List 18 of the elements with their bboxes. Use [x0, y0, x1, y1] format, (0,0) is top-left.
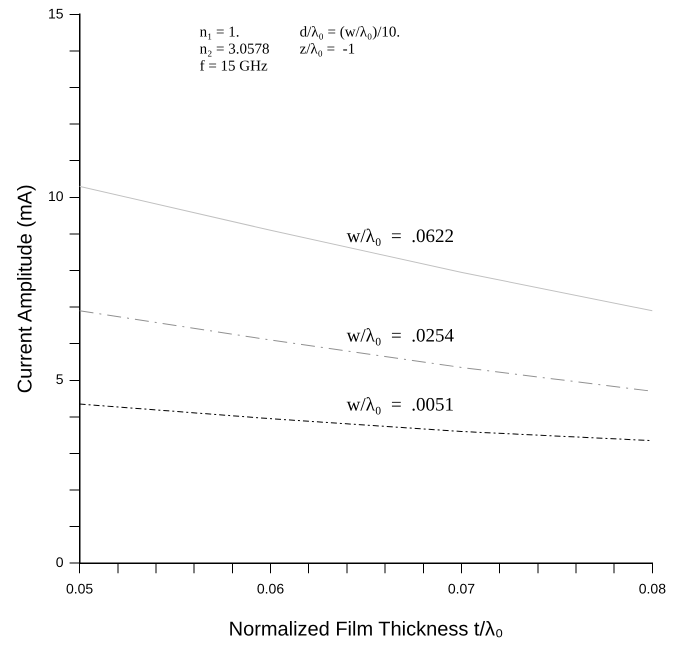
annotation: z/λ₀ = -1: [300, 41, 356, 58]
y-axis-title: Current Amplitude (mA): [14, 184, 37, 394]
annotation: n₂ = 3.0578: [200, 41, 270, 58]
y-tick-label: 10: [48, 188, 64, 204]
annotation: f = 15 GHz: [200, 58, 268, 74]
series-label: w/λ₀ = .0622: [346, 226, 454, 247]
x-tick-label: 0.05: [66, 580, 94, 596]
x-axis-title: Normalized Film Thickness t/λ₀: [228, 618, 504, 641]
series-label: w/λ₀ = .0051: [346, 394, 454, 416]
annotation: n₁ = 1.: [200, 24, 240, 40]
y-tick-label: 15: [48, 5, 64, 22]
y-tick-label: 0: [56, 554, 64, 570]
y-tick-label: 5: [56, 371, 64, 388]
x-tick-label: 0.07: [448, 580, 476, 596]
series-label: w/λ₀ = .0254: [346, 326, 454, 347]
x-tick-label: 0.06: [256, 580, 284, 596]
annotation: d/λ₀ = (w/λ₀)/10.: [300, 24, 400, 40]
x-tick-label: 0.08: [638, 580, 666, 596]
